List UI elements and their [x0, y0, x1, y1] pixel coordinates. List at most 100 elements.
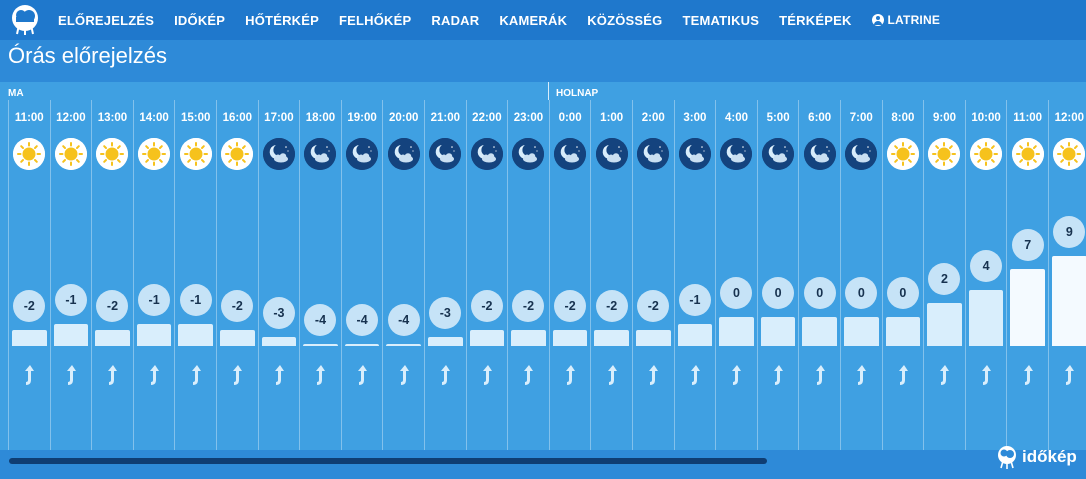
temperature-badge[interactable]: 7 [1011, 229, 1044, 262]
moon-cloud-icon [262, 138, 295, 170]
hour-label: 12:00 [1054, 112, 1084, 124]
temperature-bar [303, 344, 338, 346]
moon-cloud-icon [803, 138, 836, 170]
nav-item-idokep[interactable]: IDŐKÉP [174, 12, 226, 28]
temperature-badge[interactable]: 0 [720, 276, 753, 309]
nav-item-terkepek[interactable]: TÉRKÉPEK [779, 12, 852, 28]
temperature-badge[interactable]: -2 [96, 290, 129, 323]
nav-item-kozosseg[interactable]: KÖZÖSSÉG [587, 12, 663, 28]
temperature-badge[interactable]: -2 [595, 290, 628, 323]
nav-item-tematikus[interactable]: TEMATIKUS [682, 12, 760, 28]
temperature-badge[interactable]: 4 [970, 249, 1003, 282]
moon-cloud-icon [637, 138, 670, 170]
hour-column: 14:00 -1 [132, 100, 175, 450]
hour-label: 16:00 [222, 112, 252, 124]
hour-label: 6:00 [808, 112, 832, 124]
hour-label: 10:00 [971, 112, 1001, 124]
temperature-bar [178, 323, 213, 346]
hour-column: 19:00 -4 [340, 100, 383, 450]
temperature-badge[interactable]: -2 [221, 290, 254, 323]
temperature-badge[interactable]: -1 [54, 283, 87, 316]
wind-arrow-icon [604, 362, 620, 388]
sun-icon [1053, 138, 1086, 170]
nav-item-kamerak[interactable]: KAMERÁK [499, 12, 568, 28]
hour-label: 9:00 [932, 112, 956, 124]
sun-icon [179, 138, 212, 170]
moon-cloud-icon [595, 138, 628, 170]
temperature-badge[interactable]: -4 [387, 304, 420, 336]
temperature-badge[interactable]: -1 [138, 283, 171, 316]
temperature-badge[interactable]: -4 [304, 304, 337, 336]
sun-icon [1011, 138, 1044, 170]
moon-cloud-icon [387, 138, 420, 170]
temperature-badge[interactable]: -1 [179, 283, 212, 316]
hour-column: 5:00 0 [756, 100, 799, 450]
temperature-bar [844, 316, 879, 346]
temperature-bar [885, 316, 921, 346]
temperature-badge[interactable]: 0 [803, 276, 836, 309]
temperature-badge[interactable]: -2 [470, 290, 503, 323]
moon-cloud-icon [512, 138, 545, 170]
hour-column: 17:00 -3 [257, 100, 300, 450]
temperature-badge[interactable]: 0 [762, 276, 795, 309]
wind-arrow-icon [271, 362, 287, 388]
temperature-badge[interactable]: -2 [512, 290, 545, 323]
hour-label: 11:00 [14, 112, 44, 124]
wind-arrow-icon [188, 362, 204, 388]
temperature-badge[interactable]: -3 [262, 297, 295, 330]
day-separator [548, 82, 549, 100]
moon-cloud-icon [304, 138, 337, 170]
hour-label: 22:00 [472, 112, 502, 124]
temperature-badge[interactable]: 0 [845, 276, 878, 309]
hour-label: 13:00 [97, 112, 128, 124]
moon-cloud-icon [720, 138, 753, 170]
wind-arrow-icon [812, 362, 828, 388]
temperature-bar [594, 330, 629, 346]
temperature-bar [511, 330, 546, 346]
wind-arrow-icon [1020, 362, 1036, 388]
day-label-today: MA [8, 88, 24, 99]
temperature-badge[interactable]: -1 [678, 283, 711, 316]
day-label-tomorrow: HOLNAP [556, 88, 599, 99]
hour-column: 11:00 -2 [8, 100, 50, 450]
temperature-badge[interactable]: 0 [886, 276, 919, 309]
nav-item-hoterkep[interactable]: HŐTÉRKÉP [245, 12, 319, 28]
brand-text: időkép [1022, 447, 1077, 466]
temperature-badge[interactable]: -2 [637, 290, 670, 323]
wind-arrow-icon [312, 362, 328, 388]
hour-column: 8:00 0 [881, 100, 924, 450]
hour-column: 13:00 -2 [91, 100, 133, 450]
wind-arrow-icon [520, 362, 536, 388]
nav-user-menu[interactable]: LATRINE [862, 13, 951, 27]
nav-item-radar[interactable]: RADAR [431, 12, 480, 28]
hour-column: 23:00 -2 [507, 100, 549, 450]
temperature-bar [1010, 269, 1045, 346]
moon-cloud-icon [346, 138, 379, 170]
nav-item-elorejelzes[interactable]: ELŐREJELZÉS [58, 12, 155, 28]
temperature-badge[interactable]: -2 [13, 290, 46, 323]
hour-column: 2:00 -2 [632, 100, 674, 450]
top-nav: ELŐREJELZÉS IDŐKÉP HŐTÉRKÉP FELHŐKÉP RAD… [0, 0, 1086, 40]
temperature-badge[interactable]: -2 [554, 290, 587, 323]
moon-cloud-icon [470, 138, 503, 170]
temperature-bar [136, 323, 172, 346]
temperature-bar [636, 330, 671, 346]
wind-arrow-icon [728, 362, 744, 388]
hour-label: 3:00 [683, 112, 707, 124]
wind-arrow-icon [687, 362, 703, 388]
temperature-badge[interactable]: -4 [346, 304, 379, 336]
horizontal-scrollbar[interactable] [9, 458, 767, 464]
hour-column: 6:00 0 [798, 100, 840, 450]
idokep-logo-icon[interactable] [8, 3, 42, 37]
nav-item-felhokep[interactable]: FELHŐKÉP [339, 12, 412, 28]
wind-arrow-icon [63, 362, 79, 388]
temperature-badge[interactable]: -3 [429, 297, 462, 330]
hour-column: 0:00 -2 [548, 100, 591, 450]
hour-column: 20:00 -4 [382, 100, 424, 450]
sun-icon [54, 138, 87, 170]
sun-icon [96, 138, 129, 170]
temperature-badge[interactable]: 2 [928, 263, 961, 296]
temperature-badge[interactable]: 9 [1053, 215, 1086, 248]
hour-column: 12:00 -1 [49, 100, 92, 450]
hour-label: 8:00 [891, 112, 915, 124]
